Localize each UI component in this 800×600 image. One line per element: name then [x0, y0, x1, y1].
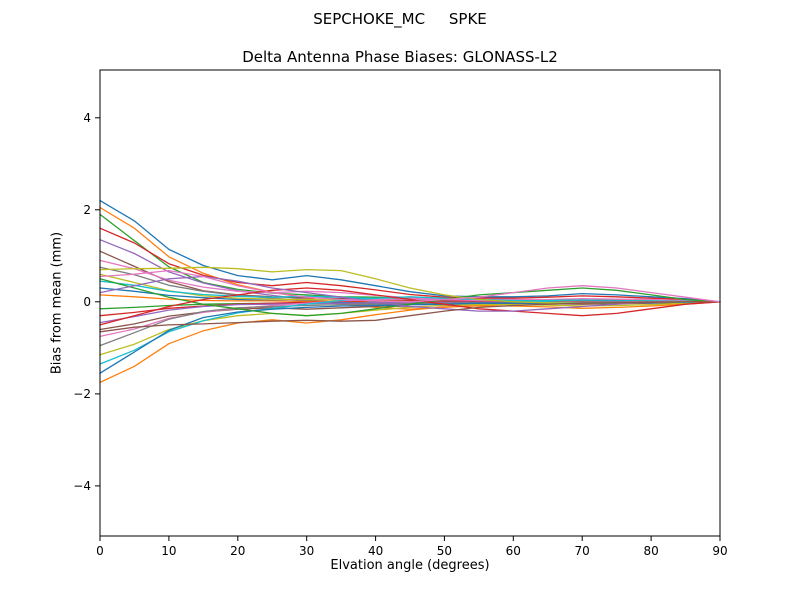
series-line [99, 269, 721, 303]
series-line [99, 287, 721, 326]
x-tick-label: 30 [299, 544, 314, 558]
plot-suptitle: SEPCHOKE_MC SPKE [313, 10, 487, 28]
x-tick-label: 90 [712, 544, 727, 558]
y-axis-label: Bias from mean (mm) [49, 231, 65, 375]
axes-box [99, 69, 721, 537]
x-tick-label: 40 [368, 544, 383, 558]
series-line [99, 301, 721, 333]
x-tick-label: 60 [506, 544, 521, 558]
series-line [99, 278, 721, 317]
x-tick-label: 50 [437, 544, 452, 558]
y-tick-label: 4 [83, 111, 91, 125]
series-line [99, 259, 721, 303]
series-line [99, 301, 721, 384]
y-tick-label: −2 [73, 387, 91, 401]
y-tick-label: −4 [73, 479, 91, 493]
series-line [99, 227, 721, 303]
x-tick-label: 80 [643, 544, 658, 558]
x-axis-label: Elvation angle (degrees) [330, 558, 490, 573]
y-tick-label: 2 [83, 203, 91, 217]
x-tick-label: 0 [96, 544, 104, 558]
x-tick-label: 70 [575, 544, 590, 558]
y-tick-label: 0 [83, 295, 91, 309]
x-tick-label: 10 [161, 544, 176, 558]
series-line [99, 199, 721, 303]
x-tick-label: 20 [230, 544, 245, 558]
plot-title: Delta Antenna Phase Biases: GLONASS-L2 [242, 48, 558, 66]
